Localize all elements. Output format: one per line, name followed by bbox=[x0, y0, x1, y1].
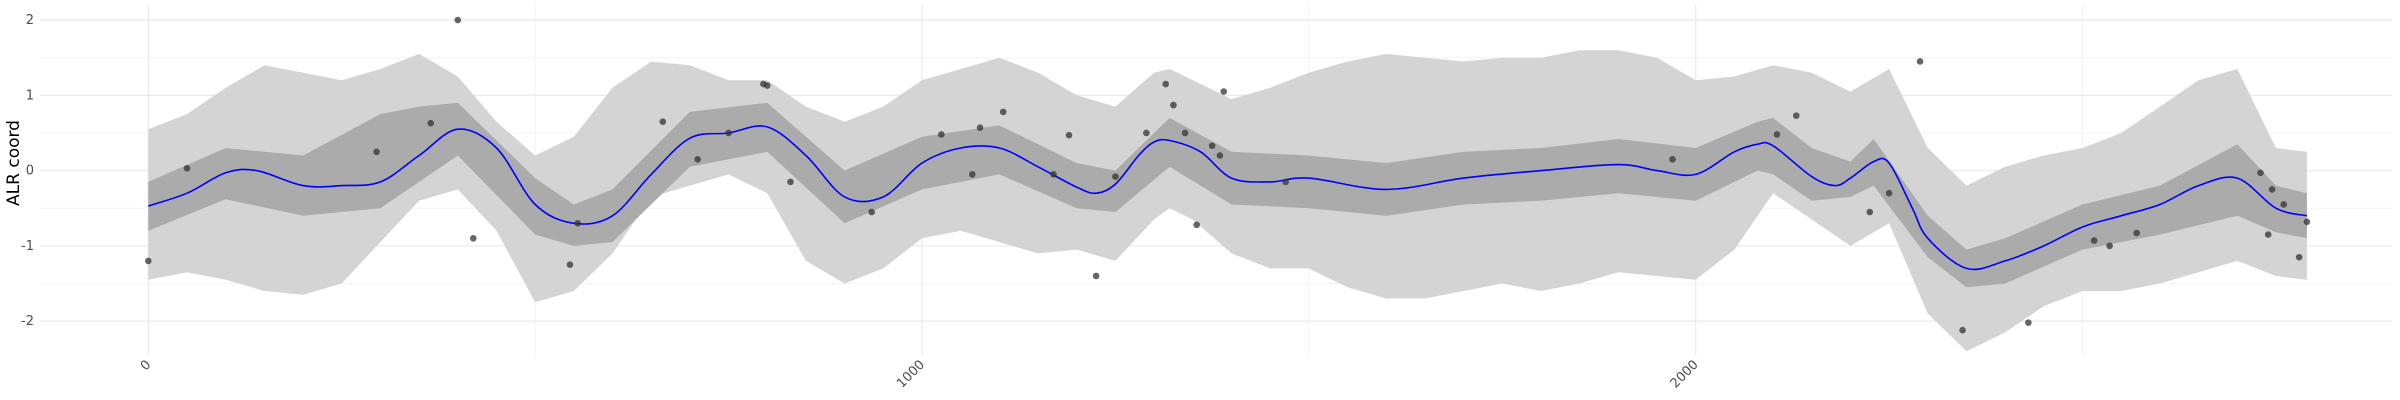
data-point bbox=[454, 16, 462, 24]
data-point bbox=[868, 208, 876, 216]
mean-curve-line bbox=[148, 125, 2308, 271]
data-point bbox=[1181, 129, 1189, 137]
data-point bbox=[2090, 237, 2098, 244]
y-tick-label: -2 bbox=[21, 314, 34, 329]
data-point bbox=[1282, 178, 1289, 186]
data-point bbox=[1216, 152, 1224, 159]
data-point bbox=[1143, 129, 1150, 137]
data-point bbox=[659, 118, 667, 125]
data-point bbox=[145, 257, 152, 265]
x-tick-label: 2000 bbox=[1668, 357, 1702, 391]
data-point bbox=[1885, 189, 1893, 197]
data-point bbox=[566, 261, 574, 268]
y-axis-title: ALR coord bbox=[4, 120, 24, 206]
data-point bbox=[1065, 131, 1073, 139]
data-point bbox=[1208, 142, 1216, 150]
data-point bbox=[725, 129, 732, 137]
data-point bbox=[1669, 156, 1676, 163]
y-tick-label: 2 bbox=[26, 13, 34, 28]
data-point bbox=[1866, 208, 1874, 216]
confidence-bands bbox=[148, 50, 2307, 352]
data-point bbox=[1792, 112, 1800, 119]
inner-confidence-band bbox=[148, 102, 2307, 288]
mean-curve bbox=[148, 125, 2308, 271]
data-point bbox=[373, 148, 380, 156]
data-point bbox=[1193, 221, 1200, 229]
data-point bbox=[2264, 231, 2272, 238]
data-point bbox=[2257, 169, 2264, 177]
y-tick-label: 1 bbox=[26, 88, 34, 103]
y-tick-label: -1 bbox=[21, 239, 34, 254]
data-point bbox=[1773, 131, 1781, 138]
data-point bbox=[469, 235, 477, 242]
data-point bbox=[2268, 186, 2276, 193]
data-point bbox=[1092, 272, 1100, 280]
data-point bbox=[1220, 88, 1228, 95]
data-point bbox=[694, 156, 701, 163]
x-tick-label: 1000 bbox=[894, 357, 928, 391]
data-point bbox=[938, 131, 945, 138]
data-point bbox=[2295, 253, 2303, 261]
data-point bbox=[1112, 173, 1119, 180]
observation-points bbox=[145, 16, 2311, 334]
data-point bbox=[968, 171, 976, 178]
data-point bbox=[183, 165, 191, 172]
y-tick-label: 0 bbox=[26, 164, 34, 179]
data-point bbox=[763, 82, 771, 89]
data-point bbox=[1050, 171, 1057, 178]
data-point bbox=[2303, 218, 2311, 226]
data-point bbox=[574, 219, 582, 227]
data-point bbox=[787, 178, 794, 186]
data-point bbox=[1916, 58, 1924, 65]
data-point bbox=[2280, 201, 2287, 208]
data-point bbox=[1170, 101, 1177, 109]
data-point bbox=[976, 124, 984, 131]
data-point bbox=[2106, 242, 2113, 250]
data-point bbox=[1162, 80, 1170, 88]
x-tick-label: 0 bbox=[138, 357, 154, 373]
data-point bbox=[1959, 326, 1966, 334]
data-point bbox=[2133, 229, 2140, 237]
data-point bbox=[2025, 319, 2032, 326]
data-point bbox=[427, 119, 435, 127]
data-point bbox=[999, 108, 1007, 116]
